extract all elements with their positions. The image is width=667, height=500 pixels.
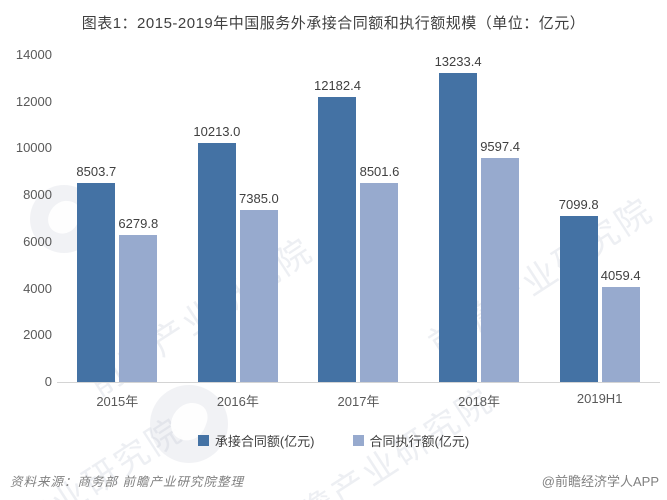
bar-group-2019H1: 7099.8 4059.4 2019H1	[539, 55, 660, 406]
bar-value-label: 4059.4	[600, 268, 641, 284]
y-tick-label: 8000	[23, 187, 52, 203]
bar-contract-2019H1: 7099.8	[559, 197, 599, 382]
y-tick-label: 14000	[15, 47, 52, 62]
bar-value-label: 6279.8	[118, 216, 159, 232]
x-axis-label: 2019H1	[576, 391, 623, 406]
bar-value-label: 8501.6	[359, 164, 400, 180]
bar-group-2015年: 8503.7 6279.8 2015年	[57, 55, 178, 409]
bar-execution-2015年: 6279.8	[118, 216, 158, 382]
legend: 承接合同额(亿元) 合同执行额(亿元)	[0, 431, 667, 450]
credit-note: @前瞻经济学人APP	[541, 474, 659, 489]
y-axis: 0 2000 4000 6000 8000 10000 12000 14000	[6, 47, 52, 389]
legend-swatch-icon	[197, 435, 209, 446]
chart-title: 图表1：2015-2019年中国服务外承接合同额和执行额规模（单位：亿元）	[81, 15, 586, 32]
bar-value-label: 10213.0	[193, 124, 241, 140]
x-axis-label: 2015年	[96, 394, 139, 409]
bar-group-2018年: 13233.4 9597.4 2018年	[419, 54, 540, 409]
bar-contract-2015年: 8503.7	[76, 164, 116, 382]
y-tick-label: 0	[44, 374, 52, 389]
bar-group-2017年: 12182.4 8501.6 2017年	[298, 55, 419, 409]
bar-value-label: 8503.7	[76, 164, 117, 180]
bar-value-label: 7099.8	[558, 197, 599, 213]
bar-value-label: 7385.0	[239, 190, 279, 206]
y-tick-label: 2000	[23, 327, 52, 343]
bar-execution-2017年: 8501.6	[360, 164, 399, 382]
bar-value-label: 13233.4	[434, 53, 482, 69]
y-tick-label: 12000	[15, 93, 52, 109]
bar-execution-2018年: 9597.4	[480, 139, 520, 382]
bar-value-label: 9597.4	[480, 138, 520, 154]
bar-group-2016年: 10213.0 7385.0 2016年	[178, 55, 299, 409]
source-note: 资料来源：商务部 前瞻产业研究院整理	[10, 475, 244, 489]
bar-execution-2019H1: 4059.4	[601, 268, 641, 382]
legend-swatch-icon	[352, 435, 364, 446]
plot-area: 8503.7 6279.8 2015年 10213.0 7385.0 2016年 12182…	[57, 54, 660, 409]
legend-label: 承接合同额(亿元)	[214, 434, 315, 449]
bar-execution-2016年: 7385.0	[239, 191, 279, 382]
bar-contract-2018年: 13233.4	[435, 54, 482, 382]
legend-label: 合同执行额(亿元)	[369, 434, 470, 449]
bar-value-label: 12182.4	[313, 78, 361, 94]
y-tick-label: 4000	[23, 280, 52, 296]
bar-contract-2016年: 10213.0	[193, 124, 240, 382]
y-tick-label: 10000	[15, 140, 52, 156]
bar-contract-2017年: 12182.4	[314, 78, 361, 382]
x-axis-label: 2017年	[337, 394, 380, 409]
legend-item: 合同执行额(亿元)	[352, 431, 470, 450]
x-axis-label: 2016年	[216, 394, 259, 409]
legend-item: 承接合同额(亿元)	[197, 431, 315, 450]
x-axis-label: 2018年	[458, 394, 501, 409]
y-tick-label: 6000	[23, 233, 52, 249]
